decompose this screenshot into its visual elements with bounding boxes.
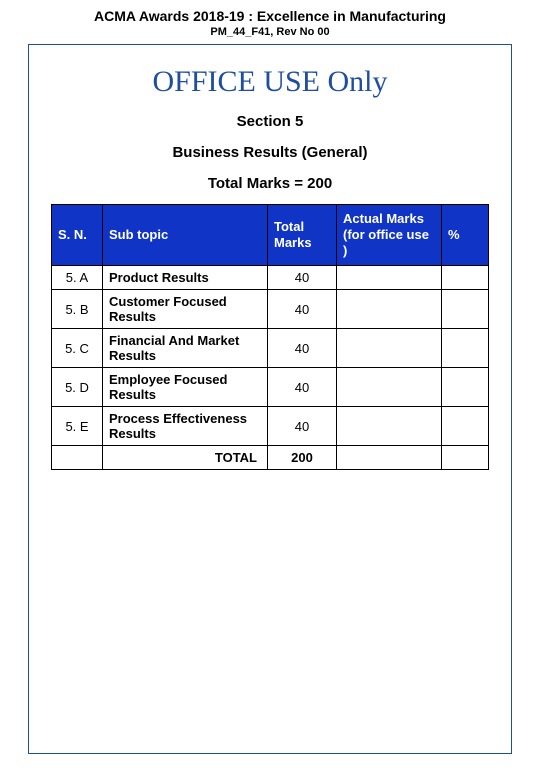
cell-sn: 5. A — [52, 266, 103, 290]
cell-topic: Process Effectiveness Results — [103, 407, 268, 446]
table-header-row: S. N. Sub topic Total Marks Actual Marks… — [52, 205, 489, 266]
cell-sn: 5. E — [52, 407, 103, 446]
cell-actual — [337, 407, 442, 446]
cell-pct — [442, 290, 489, 329]
cell-total-value: 200 — [268, 446, 337, 470]
cell-actual — [337, 290, 442, 329]
cell-pct — [442, 407, 489, 446]
col-subtopic: Sub topic — [103, 205, 268, 266]
cell-sn: 5. D — [52, 368, 103, 407]
cell-sn: 5. C — [52, 329, 103, 368]
cell-sn: 5. B — [52, 290, 103, 329]
col-total-marks: Total Marks — [268, 205, 337, 266]
cell-topic: Product Results — [103, 266, 268, 290]
cell-marks: 40 — [268, 266, 337, 290]
table-row: 5. A Product Results 40 — [52, 266, 489, 290]
cell-marks: 40 — [268, 290, 337, 329]
cell-marks: 40 — [268, 329, 337, 368]
cell-marks: 40 — [268, 368, 337, 407]
section-title: Section 5 — [51, 113, 489, 130]
col-percent: % — [442, 205, 489, 266]
subsection-title: Business Results (General) — [51, 144, 489, 161]
cell-actual — [337, 266, 442, 290]
cell-actual — [337, 329, 442, 368]
cell-pct — [442, 368, 489, 407]
cell-marks: 40 — [268, 407, 337, 446]
cell-actual — [337, 446, 442, 470]
cell-topic: Customer Focused Results — [103, 290, 268, 329]
table-row: 5. E Process Effectiveness Results 40 — [52, 407, 489, 446]
cell-actual — [337, 368, 442, 407]
cell-pct — [442, 446, 489, 470]
cell-pct — [442, 329, 489, 368]
marks-table: S. N. Sub topic Total Marks Actual Marks… — [51, 204, 489, 470]
table-total-row: TOTAL 200 — [52, 446, 489, 470]
cell-topic: Employee Focused Results — [103, 368, 268, 407]
col-sn: S. N. — [52, 205, 103, 266]
cell-sn-empty — [52, 446, 103, 470]
table-row: 5. D Employee Focused Results 40 — [52, 368, 489, 407]
total-marks-line: Total Marks = 200 — [51, 175, 489, 192]
cell-topic: Financial And Market Results — [103, 329, 268, 368]
doc-header-ref: PM_44_F41, Rev No 00 — [0, 26, 540, 38]
table-row: 5. C Financial And Market Results 40 — [52, 329, 489, 368]
table-row: 5. B Customer Focused Results 40 — [52, 290, 489, 329]
col-actual-marks: Actual Marks (for office use ) — [337, 205, 442, 266]
office-use-heading: OFFICE USE Only — [51, 65, 489, 99]
doc-header-title: ACMA Awards 2018-19 : Excellence in Manu… — [0, 8, 540, 24]
cell-pct — [442, 266, 489, 290]
page-frame: OFFICE USE Only Section 5 Business Resul… — [28, 44, 512, 754]
cell-total-label: TOTAL — [103, 446, 268, 470]
